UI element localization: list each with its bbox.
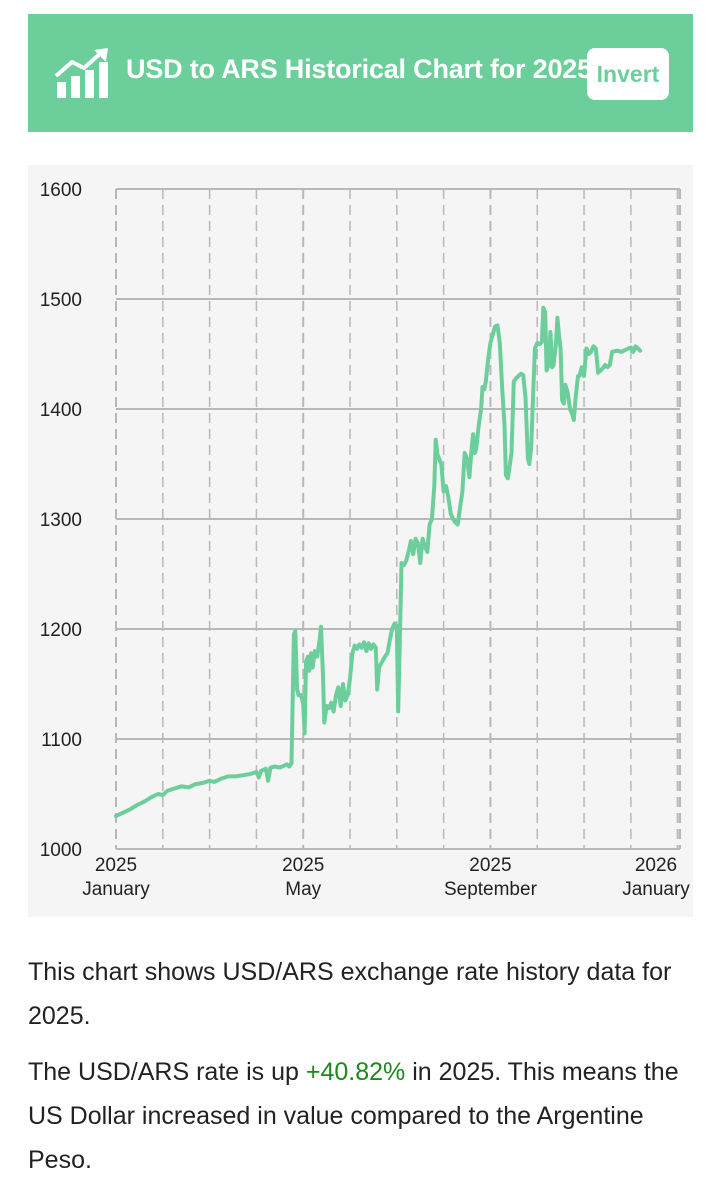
x-tick-month: January — [622, 879, 690, 900]
chart-header: USD to ARS Historical Chart for 2025 Inv… — [28, 14, 693, 132]
summary-text-after: in 2025. This means the US Dollar increa… — [28, 1058, 679, 1174]
y-tick-label: 1100 — [41, 730, 82, 751]
x-tick-month: January — [82, 879, 150, 900]
x-tick-month: September — [444, 879, 538, 900]
series-line — [114, 305, 643, 818]
y-tick-label: 1500 — [40, 290, 82, 311]
trending-up-chart-icon — [54, 48, 108, 98]
y-tick-label: 1200 — [40, 620, 82, 641]
x-tick-year: 2025 — [95, 855, 137, 876]
invert-button[interactable]: Invert — [587, 48, 669, 100]
x-tick-year: 2025 — [282, 855, 324, 876]
x-tick-month: May — [285, 879, 321, 900]
y-tick-label: 1400 — [40, 400, 82, 421]
chart-description: This chart shows USD/ARS exchange rate h… — [28, 958, 672, 1030]
x-tick-year: 2025 — [469, 855, 511, 876]
chart-grid — [115, 188, 681, 850]
y-axis: 1000 1100 1200 1300 1400 1500 1600 — [40, 180, 82, 861]
y-tick-label: 1600 — [40, 180, 82, 201]
line-chart: 1000 1100 1200 1300 1400 1500 1600 2025 January… — [40, 180, 691, 900]
series-usd-ars — [114, 305, 643, 818]
percent-change: +40.82% — [305, 1058, 406, 1086]
summary-text-before: The USD/ARS rate is up — [28, 1058, 306, 1086]
x-axis: 2025 January 2025 May 2025 September 2026 Janua… — [82, 855, 690, 900]
y-tick-label: 1000 — [40, 840, 82, 861]
page-title: USD to ARS Historical Chart for 2025 — [126, 54, 592, 84]
x-tick-year: 2026 — [635, 855, 677, 876]
chart-container: 1000 1100 1200 1300 1400 1500 1600 2025 January… — [28, 165, 693, 917]
rate-change-summary: The USD/ARS rate is up +40.82% in 2025. … — [28, 1050, 693, 1182]
y-tick-label: 1300 — [40, 510, 82, 531]
